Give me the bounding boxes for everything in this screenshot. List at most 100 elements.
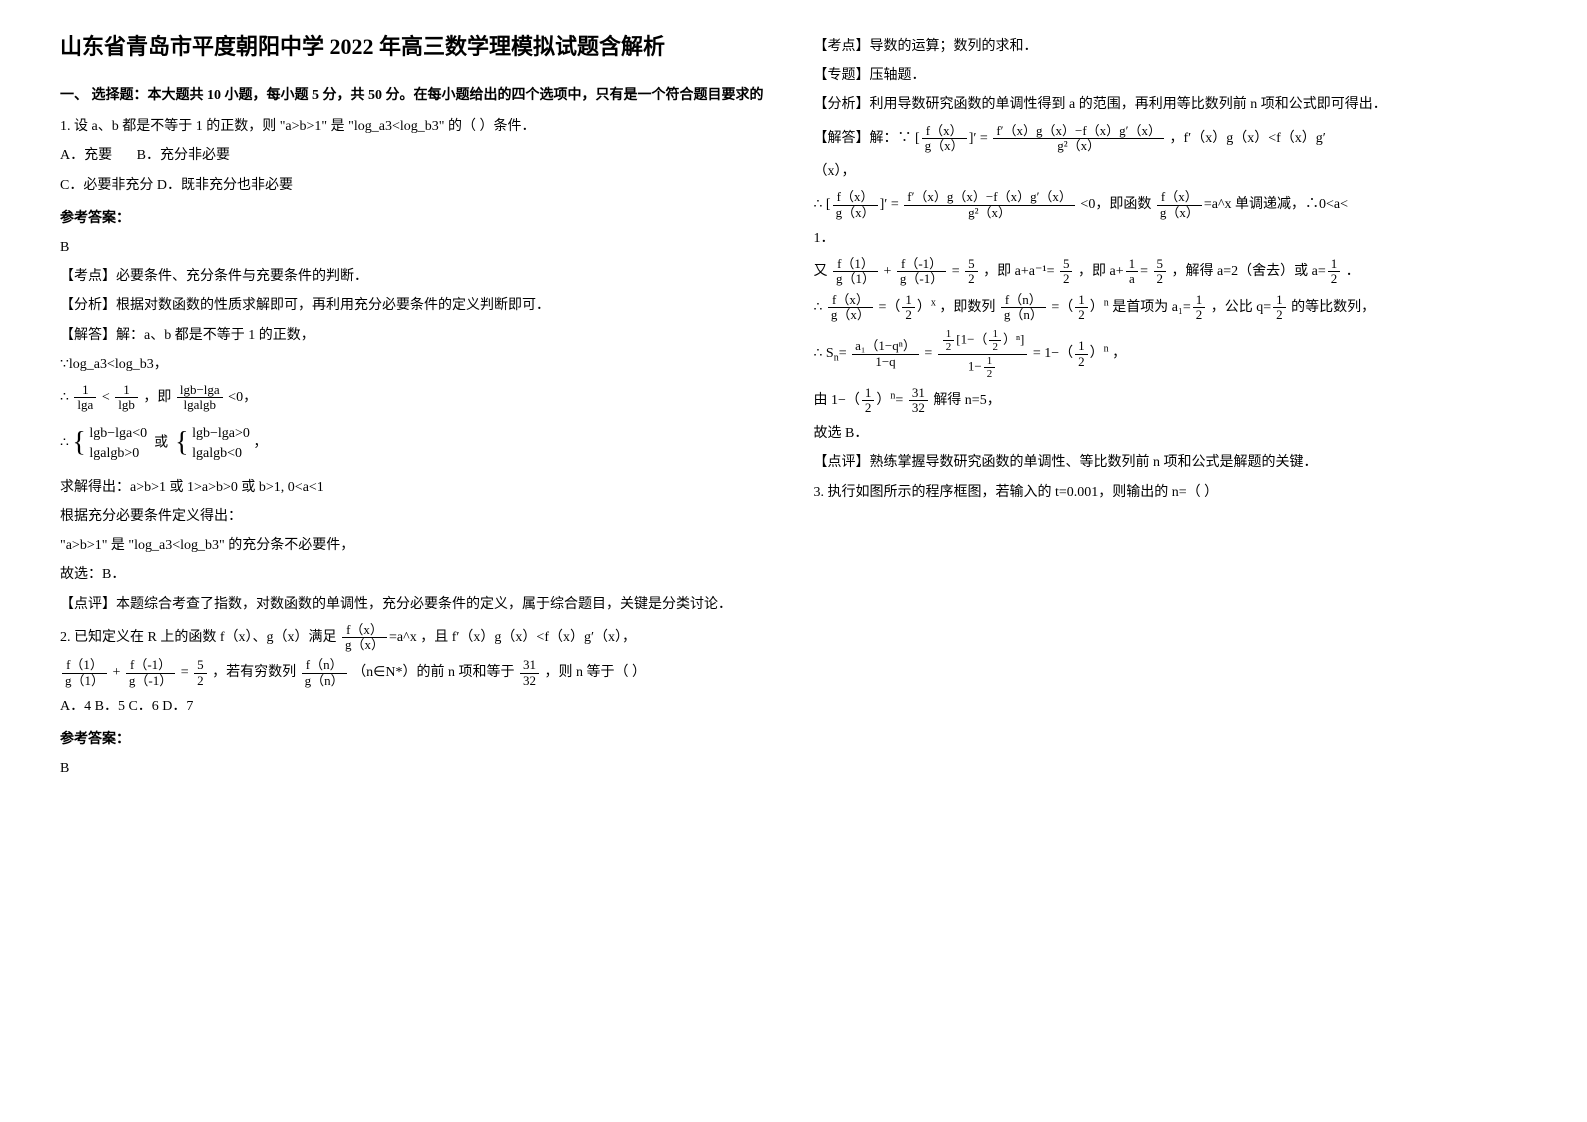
q1-answer: B [60, 235, 774, 260]
frac-fngn-b: f（n）g（n） [1001, 293, 1046, 323]
q3-stem: 3. 执行如图所示的程序框图，若输入的 t=0.001，则输出的 n=（ ） [814, 480, 1528, 505]
q2-l4b: ，即数列 [939, 300, 995, 315]
q2-stem-e: ，则 n 等于（ ） [545, 665, 647, 680]
q1-opts-cd: C．必要非充分 D．既非充分也非必要 [60, 173, 774, 198]
q2-l4c: 是首项为 [1112, 300, 1168, 315]
brace-left: { [72, 418, 85, 468]
q2-jieda-tail1: ，f′（x）g（x）<f（x）g′ [1170, 131, 1326, 146]
q1-optB: B．充分非必要 [137, 148, 230, 163]
frac-1-lga: 1lga [74, 383, 96, 413]
frac-5-2: 52 [194, 658, 207, 688]
frac-5-2-b: 52 [965, 257, 978, 287]
q2-kaodian: 【考点】导数的运算；数列的求和． [814, 34, 1528, 59]
frac-31-32: 3132 [520, 658, 539, 688]
q2-zhuanti: 【专题】压轴题． [814, 63, 1528, 88]
brace2-l1: lgb−lga>0 [192, 426, 250, 441]
frac-fg-3: f（x）g（x） [833, 190, 878, 220]
eq-ax: =a^x [389, 630, 417, 645]
frac-31-32-b: 3132 [909, 386, 928, 416]
frac-f1g1: f（1）g（1） [62, 658, 107, 688]
q1-stem: 1. 设 a、b 都是不等于 1 的正数，则 "a>b>1" 是 "log_a3… [60, 114, 774, 139]
frac-fg: f（x）g（x） [342, 623, 387, 653]
q2-dianping: 【点评】熟练掌握导数研究函数的单调性、等比数列前 n 项和公式是解题的关键． [814, 450, 1528, 475]
q1-optD: D．既非充分也非必要 [157, 178, 293, 193]
frac-half-5: 12 [1273, 293, 1286, 323]
q1-optC: C．必要非充分 [60, 178, 153, 193]
q2-stem2: f（1）g（1） + f（-1）g（-1） = 52 ，若有穷数列 f（n）g（… [60, 658, 774, 688]
q1-line6: 根据充分必要条件定义得出： [60, 504, 774, 529]
q1-line3-tail: <0， [228, 390, 257, 405]
frac-half-6: 12 [1075, 339, 1088, 369]
frac-half-4: 12 [1193, 293, 1206, 323]
frac-fg-5: f（x）g（x） [828, 293, 873, 323]
q1-line8: 故选：B． [60, 562, 774, 587]
q2-l3a: 又 [814, 264, 828, 279]
frac-1-lgb: 1lgb [115, 383, 138, 413]
q2-jieda6: 由 1−（12）n= 3132 解得 n=5， [814, 386, 1528, 416]
brace2-content: lgb−lga>0 lgalgb<0 [192, 424, 250, 463]
q2-l5b: ， [1112, 346, 1126, 361]
frac-deriv: f′（x）g（x）−f（x）g′（x）g²（x） [993, 124, 1164, 154]
page: 山东省青岛市平度朝阳中学 2022 年高三数学理模拟试题含解析 一、 选择题：本… [0, 0, 1587, 1122]
brace1-content: lgb−lga<0 lgalgb>0 [89, 424, 147, 463]
q2-l4e: 的等比数列， [1291, 300, 1375, 315]
q2-l6a: 由 [814, 393, 828, 408]
q2-l5a: ∴ [814, 346, 823, 361]
q2-stem-a: 2. 已知定义在 R 上的函数 f（x）、g（x）满足 [60, 630, 337, 645]
q2-guxuan: 故选 B． [814, 421, 1528, 446]
eq-ax2: =a^x [1204, 197, 1232, 212]
frac-fg-2: f（x）g（x） [922, 124, 967, 154]
q1-line5: 求解得出：a>b>1 或 1>a>b>0 或 b>1, 0<a<1 [60, 475, 774, 500]
frac-deriv2: f′（x）g（x）−f（x）g′（x）g²（x） [904, 190, 1075, 220]
q2-l6b: 解得 n=5， [933, 393, 1000, 408]
q1-answer-label: 参考答案： [60, 206, 774, 231]
q1-jieda-head: 【解答】解：a、b 都是不等于 1 的正数， [60, 323, 774, 348]
q1-dianping: 【点评】本题综合考查了指数，对数函数的单调性，充分必要条件的定义，属于综合题目，… [60, 592, 774, 617]
q2-stem-c: ，若有穷数列 [212, 665, 296, 680]
section-head: 一、 选择题：本大题共 10 小题，每小题 5 分，共 50 分。在每小题给出的… [60, 83, 774, 108]
q2-l2d: 1． [814, 226, 1528, 251]
frac-half-2: 12 [902, 293, 915, 323]
q1-fenxi: 【分析】根据对数函数的性质求解即可，再利用充分必要条件的定义判断即可． [60, 293, 774, 318]
q2-stem-b: ，且 f′（x）g（x）<f（x）g′（x）， [420, 630, 636, 645]
frac-5-2-c: 52 [1060, 257, 1073, 287]
frac-lgb-lga: lgb−lgalgalgb [177, 383, 223, 413]
q1-opts-ab: A．充要 B．充分非必要 [60, 143, 774, 168]
frac-fm1gm1-b: f（-1）g（-1） [897, 257, 946, 287]
q2-l2a: ∴ [814, 197, 823, 212]
q2-answer-label: 参考答案： [60, 727, 774, 752]
q2-jieda5: ∴ Sn= a₁（1−qⁿ）1−q = 12[1−（12）ⁿ] 1−12 = 1… [814, 328, 1528, 379]
q2-answer: B [60, 756, 774, 781]
q2-jieda2: ∴ [f（x）g（x）]′ = f′（x）g（x）−f（x）g′（x）g²（x）… [814, 190, 1528, 220]
q2-jieda-head: 【解答】解：∵ [814, 131, 912, 146]
q2-stem-d: （n∈N*）的前 n 项和等于 [352, 665, 514, 680]
brace1-l2: lgalgb>0 [89, 446, 139, 461]
q2-l3e: ． [1346, 264, 1360, 279]
brace2-l2: lgalgb<0 [192, 446, 242, 461]
q1-kaodian: 【考点】必要条件、充分条件与充要条件的判断． [60, 264, 774, 289]
title: 山东省青岛市平度朝阳中学 2022 年高三数学理模拟试题含解析 [60, 30, 774, 63]
q2-l3c: ，即 [1078, 264, 1106, 279]
q1-optA: A．充要 [60, 148, 112, 163]
frac-fg-4: f（x）g（x） [1157, 190, 1202, 220]
q2-opts: A．4 B．5 C．6 D．7 [60, 694, 774, 719]
frac-sn2: 12[1−（12）ⁿ] 1−12 [938, 328, 1028, 379]
q2-jieda4: ∴ f（x）g（x） =（12）x ，即数列 f（n）g（n） =（12）n 是… [814, 293, 1528, 323]
frac-half: 12 [1328, 257, 1341, 287]
q2-l2b: <0，即函数 [1080, 197, 1151, 212]
or-text: 或 [154, 436, 168, 451]
q2-jieda1b: （x）， [814, 159, 1528, 184]
q2-jieda3: 又 f（1）g（1） + f（-1）g（-1） = 52 ，即 a+a⁻¹= 5… [814, 257, 1528, 287]
q2-jieda1: 【解答】解：∵ [f（x）g（x）]′ = f′（x）g（x）−f（x）g′（x… [814, 124, 1528, 154]
q2-l4a: ∴ [814, 300, 823, 315]
q2-l4d: ，公比 [1211, 300, 1253, 315]
frac-1-a: 1a [1126, 257, 1139, 287]
q2-fenxi: 【分析】利用导数研究函数的单调性得到 a 的范围，再利用等比数列前 n 项和公式… [814, 92, 1528, 117]
frac-sn: a₁（1−qⁿ）1−q [852, 339, 919, 369]
frac-half-7: 12 [862, 386, 875, 416]
frac-5-2-d: 52 [1154, 257, 1167, 287]
frac-fngn: f（n）g（n） [302, 658, 347, 688]
left-column: 山东省青岛市平度朝阳中学 2022 年高三数学理模拟试题含解析 一、 选择题：本… [40, 30, 794, 1092]
q1-brace: ∴ { lgb−lga<0 lgalgb>0 或 { lgb−lga>0 lga… [60, 418, 774, 468]
q2-l3d: ，解得 a=2（舍去）或 [1172, 264, 1309, 279]
